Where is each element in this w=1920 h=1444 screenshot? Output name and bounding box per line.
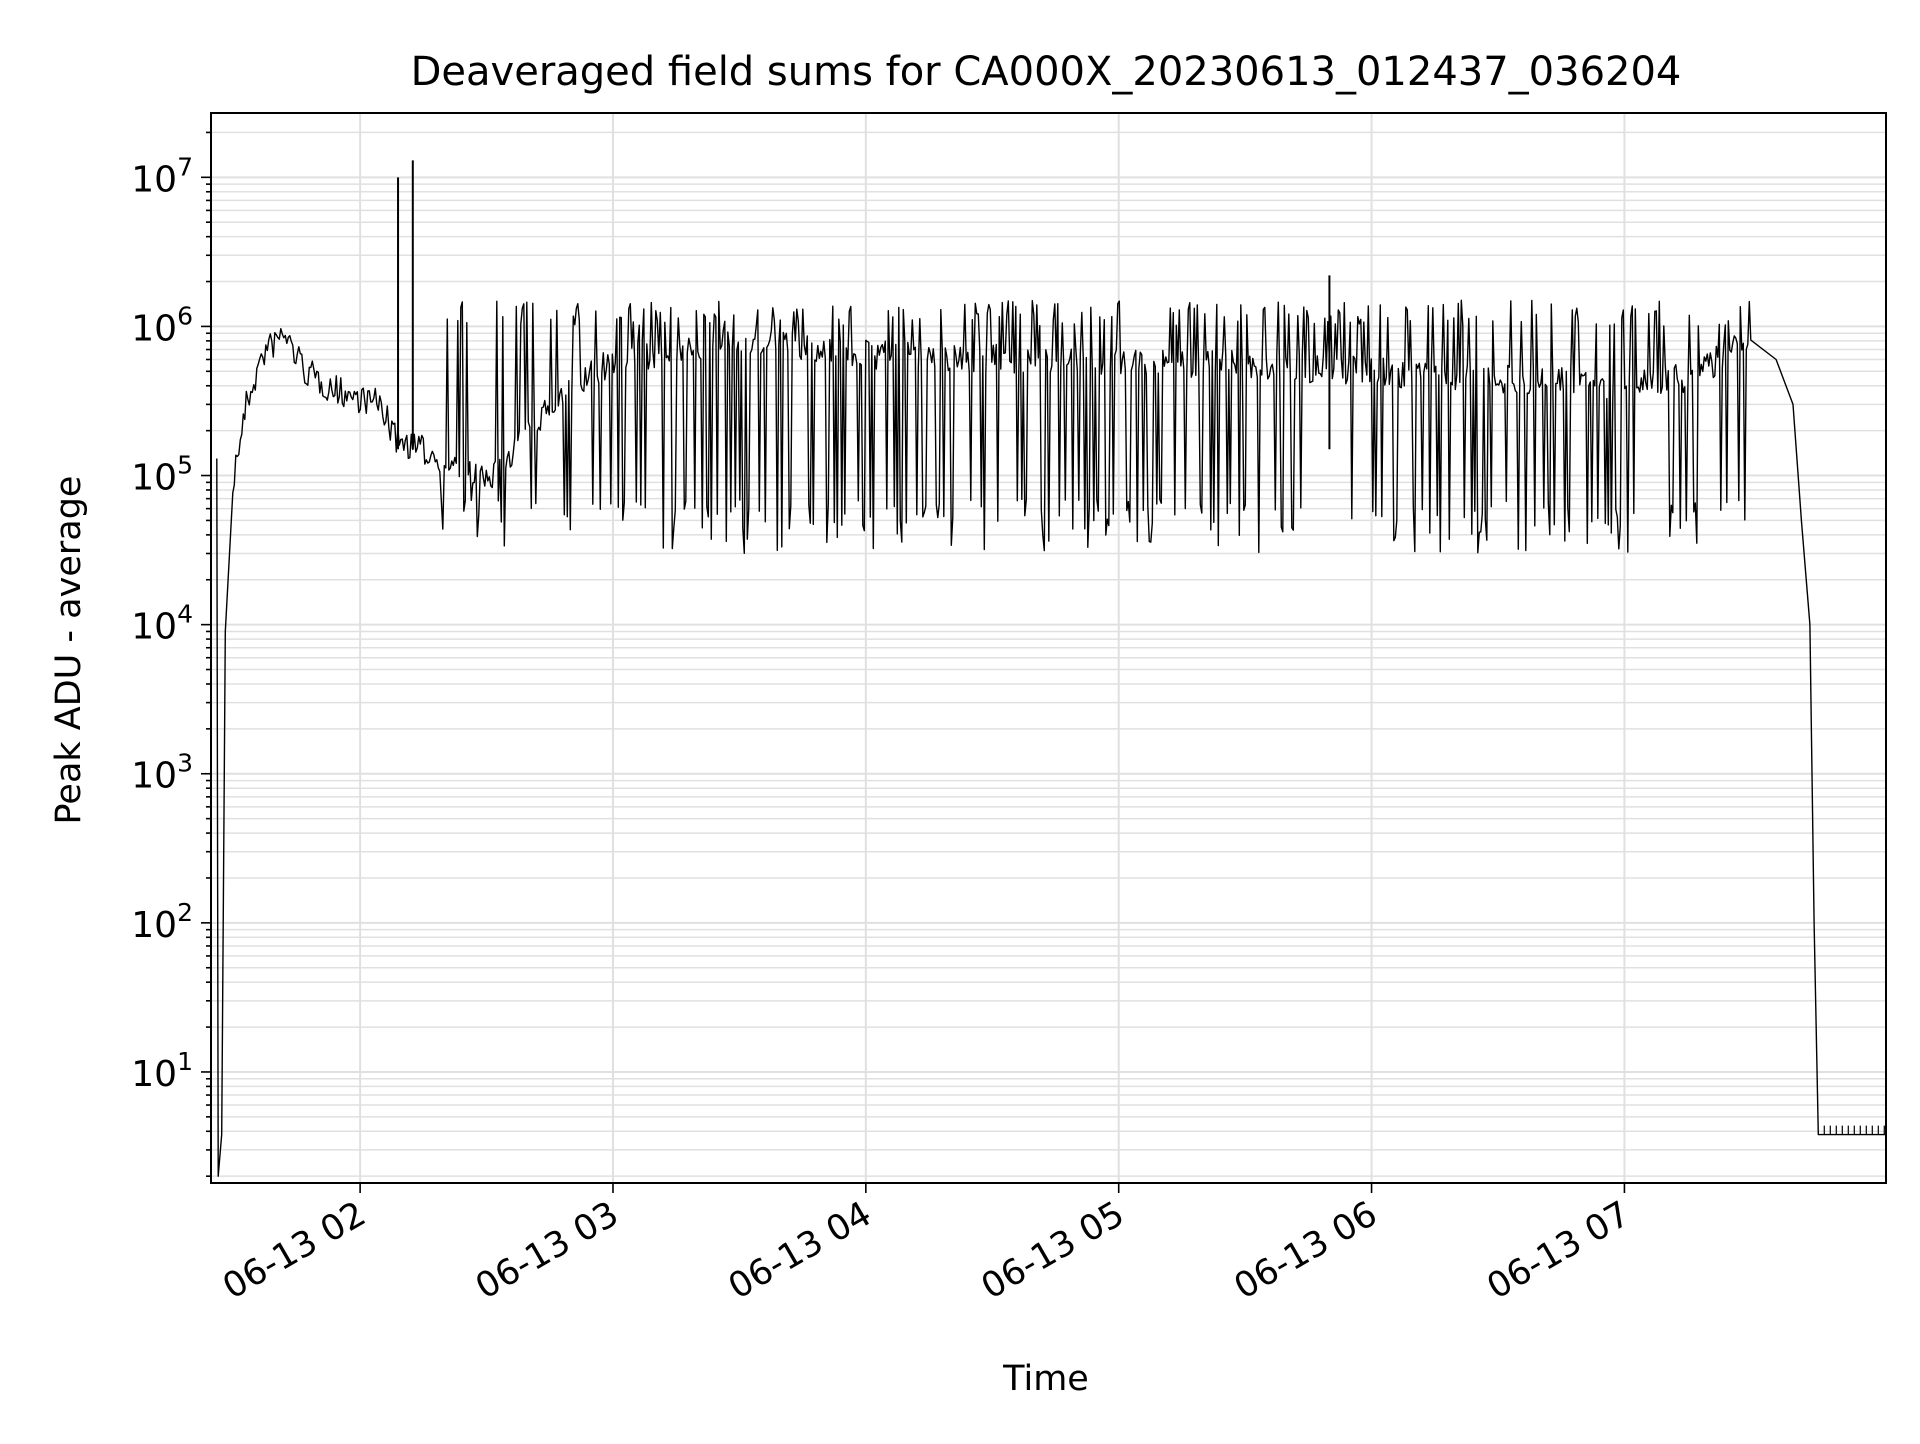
y-tick-exponent: 1: [177, 1047, 193, 1076]
chart-title: Deaveraged field sums for CA000X_2023061…: [411, 49, 1682, 95]
y-tick-base: 10: [131, 905, 177, 946]
y-tick-label: 102: [131, 898, 193, 946]
y-tick-base: 10: [131, 756, 177, 797]
y-tick-exponent: 3: [177, 749, 193, 778]
y-tick-base: 10: [131, 308, 177, 349]
y-tick-label: 107: [131, 152, 193, 200]
y-tick-base: 10: [131, 607, 177, 648]
y-axis-label: Peak ADU - average: [49, 476, 89, 825]
y-tick-label: 106: [131, 301, 193, 349]
y-tick-label: 105: [131, 451, 193, 499]
y-tick-base: 10: [131, 458, 177, 499]
series-line: [216, 299, 1886, 1177]
y-tick-exponent: 5: [177, 451, 193, 480]
grid-layer: [211, 113, 1886, 1183]
y-tick-base: 10: [131, 159, 177, 200]
y-tick-exponent: 4: [177, 600, 193, 629]
y-tick-label: 103: [131, 749, 193, 797]
y-tick-exponent: 7: [177, 152, 193, 181]
x-axis-label: Time: [1002, 1359, 1089, 1399]
y-tick-label: 104: [131, 600, 193, 648]
y-tick-base: 10: [131, 1054, 177, 1095]
y-tick-label: 101: [131, 1047, 193, 1095]
series-layer: [216, 160, 1886, 1177]
y-tick-exponent: 2: [177, 898, 193, 927]
y-tick-exponent: 6: [177, 301, 193, 330]
